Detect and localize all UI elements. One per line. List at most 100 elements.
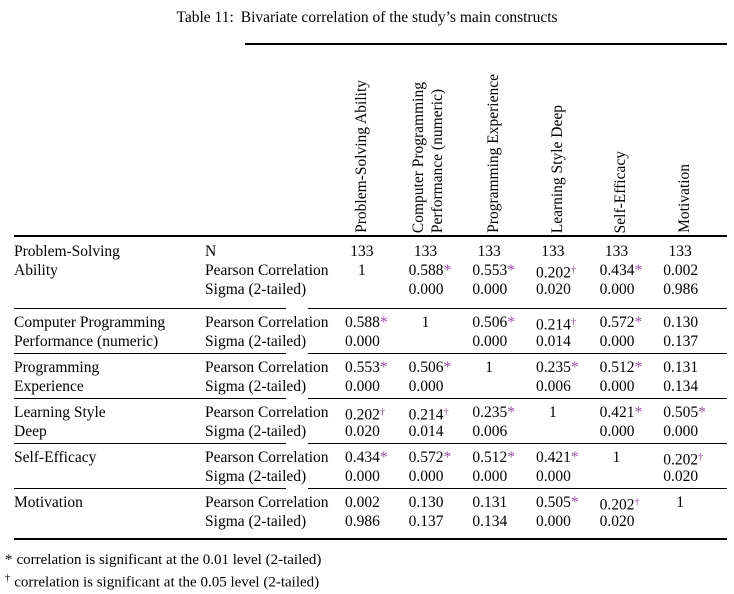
- value-number: 0.000: [472, 468, 508, 485]
- value-cell: 0.512* 0.000: [472, 443, 536, 488]
- value-line: 0.000: [472, 467, 508, 486]
- value-number: 0.434: [345, 449, 380, 466]
- value-line: 0.000: [472, 332, 508, 351]
- value-number: 0.000: [345, 333, 380, 350]
- stat-labels: Pearson Correlation Sigma (2-tailed): [205, 353, 345, 398]
- value-line: 0.000: [408, 467, 444, 486]
- value-cell: 0.588* 0.000: [345, 308, 409, 353]
- rule-separator: [14, 353, 286, 354]
- value-cell: 0.202† 0.020: [600, 488, 664, 538]
- value-line: 0.235*: [535, 359, 579, 376]
- value-line: 0.505*: [535, 494, 579, 511]
- value-cell: 0.505* 0.000: [663, 398, 727, 443]
- column-header-label: Computer Programming Performance (numeri…: [409, 81, 446, 233]
- construct-name: Self-Efficacy: [14, 449, 97, 466]
- stat-label: Pearson Correlation: [205, 314, 329, 331]
- value-line: 0.000: [600, 280, 635, 299]
- stat-label: Pearson Correlation: [205, 262, 329, 279]
- value-number: 0.505: [535, 494, 571, 511]
- value-number: 0.421: [535, 449, 571, 466]
- value-cell: 0.235* 0.006: [536, 353, 600, 398]
- value-number: 0.020: [345, 423, 380, 440]
- value-number: 0.006: [535, 378, 571, 395]
- value-line: 0.421*: [535, 449, 579, 466]
- value-number: 0.202: [345, 406, 380, 424]
- value-cell: 0.512* 0.000: [600, 353, 664, 398]
- value-line: 133: [472, 242, 506, 261]
- value-number: 0.000: [535, 468, 571, 485]
- value-line: 0.202†: [599, 496, 640, 514]
- value-cell: 0.421* 0.000: [536, 443, 600, 488]
- value-line: 0.506*: [472, 314, 515, 331]
- rule-top: [245, 43, 727, 45]
- value-line: 0.512*: [472, 449, 515, 466]
- rule-separator: [14, 308, 286, 309]
- value-cell: 133 0.434* 0.000: [600, 237, 664, 308]
- construct-name: Learning Style Deep: [14, 404, 106, 440]
- value-cell: 1: [472, 353, 536, 398]
- stat-label: Sigma (2-tailed): [205, 423, 307, 440]
- stat-label: Pearson Correlation: [205, 494, 329, 511]
- value-line: 1: [536, 403, 570, 422]
- value-number: 0.130: [663, 314, 699, 331]
- value-number: 0.434: [599, 262, 635, 279]
- value-line: 1: [345, 261, 379, 280]
- construct-name: Problem-Solving Ability: [14, 243, 120, 279]
- stat-labels: Pearson Correlation Sigma (2-tailed): [205, 488, 345, 538]
- value-cell: 0.572* 0.000: [600, 308, 664, 353]
- value-line: 0.214†: [535, 316, 577, 334]
- value-number: 0.000: [599, 333, 635, 350]
- value-line: 0.000: [409, 280, 444, 299]
- value-cell: 0.505* 0.000: [536, 488, 600, 538]
- rule-separator: [14, 443, 286, 444]
- footnote-text: correlation is significant at the 0.01 l…: [16, 552, 322, 568]
- column-header-cell: Computer Programming Performance (numeri…: [409, 45, 477, 233]
- value-cell: 0.002 0.986: [345, 488, 409, 538]
- value-line: 0.434*: [345, 449, 388, 466]
- value-number: 0.572: [599, 314, 635, 331]
- value-line: 0.553*: [345, 359, 388, 376]
- value-number: 0.137: [408, 513, 444, 530]
- value-line: 0.434*: [599, 262, 643, 279]
- value-number: 0.137: [663, 333, 699, 350]
- value-number: 0.000: [345, 468, 380, 485]
- value-line: 0.130: [409, 493, 444, 512]
- value-line: 0.000: [599, 332, 635, 351]
- stat-label: Pearson Correlation: [205, 449, 329, 466]
- value-line: 0.986: [663, 280, 698, 299]
- value-number: 0.002: [663, 262, 699, 279]
- value-line: 133: [345, 242, 379, 261]
- rule-below-headers: [14, 235, 727, 237]
- value-line: 133: [409, 242, 443, 261]
- value-number: 0.512: [472, 449, 508, 466]
- value-number: 0.131: [663, 359, 699, 376]
- value-number: 0.000: [472, 333, 508, 350]
- value-number: 0.235: [535, 359, 571, 376]
- value-number: 0.014: [408, 423, 444, 440]
- value-number: 0.000: [408, 468, 444, 485]
- table-row: Computer Programming Performance (numeri…: [14, 308, 727, 353]
- value-line: 0.588*: [345, 314, 388, 331]
- table-row: Problem-Solving Ability N Pearson Correlat…: [14, 237, 727, 308]
- value-line: [663, 512, 697, 531]
- value-line: 133: [663, 242, 697, 261]
- value-line: 0.131: [472, 493, 507, 512]
- value-line: 0.572*: [599, 314, 643, 331]
- value-line: 0.014: [536, 332, 571, 351]
- value-cell: 133 1: [345, 237, 409, 308]
- value-number: 133: [604, 243, 629, 260]
- stat-label: Pearson Correlation: [205, 359, 329, 376]
- value-number: 0.572: [408, 449, 444, 466]
- value-cell: 0.572* 0.000: [409, 443, 473, 488]
- value-number: 0.000: [345, 378, 380, 395]
- stat-label: Sigma (2-tailed): [205, 378, 307, 395]
- value-cell: 133 0.202† 0.020: [536, 237, 600, 308]
- value-line: 0.134: [472, 512, 507, 531]
- footnotes: * correlation is significant at the 0.01 …: [5, 551, 321, 591]
- value-number: 0.020: [535, 281, 571, 298]
- value-line: 0.130: [663, 313, 699, 332]
- table-caption: Table 11: Bivariate correlation of the st…: [0, 9, 734, 27]
- value-line: 0.000: [663, 422, 698, 441]
- stat-label: Sigma (2-tailed): [205, 333, 307, 350]
